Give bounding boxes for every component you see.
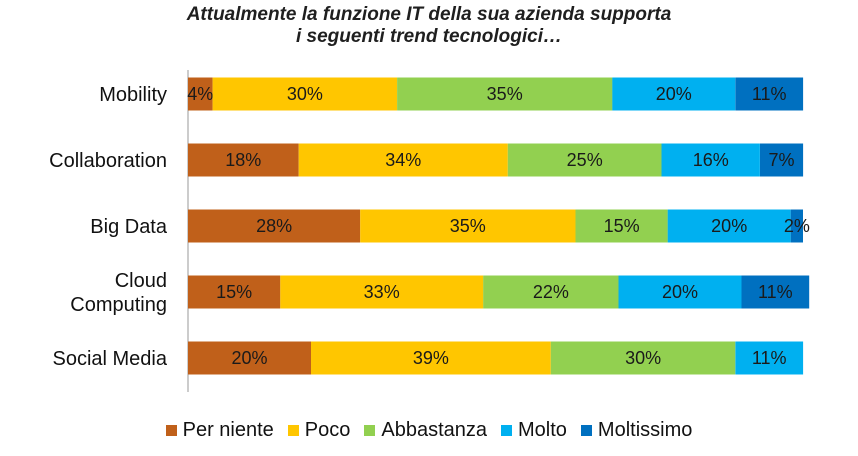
bar-segment [735, 77, 804, 111]
data-label: 15% [216, 282, 252, 302]
bar-segment [397, 77, 613, 111]
category-label: Collaboration [49, 150, 167, 172]
data-label: 20% [656, 84, 692, 104]
data-label: 2% [784, 216, 810, 236]
bar-segment [188, 209, 361, 243]
legend-swatch [165, 425, 177, 436]
category-label-line: Cloud [115, 270, 167, 292]
category-label-line: Big Data [90, 216, 168, 238]
data-label: 22% [533, 282, 569, 302]
chart-title-line-1: Attualmente la funzione IT della sua azi… [186, 4, 672, 25]
data-label: 35% [487, 84, 523, 104]
data-label: 28% [256, 216, 292, 236]
data-label: 35% [450, 216, 486, 236]
bar-segment [667, 209, 791, 243]
legend-label: Abbastanza [381, 419, 488, 441]
bar-segment [575, 209, 668, 243]
data-label: 4% [187, 84, 213, 104]
category-labels-group: Mobility Collaboration Big Data Cloud Comput… [49, 84, 168, 370]
bar-segment [280, 275, 484, 309]
bar-segment [741, 275, 810, 309]
legend-item: Abbastanza [364, 419, 487, 442]
bar-segment [311, 341, 551, 375]
legend-item: Poco [287, 419, 351, 442]
bar-segment [507, 143, 662, 177]
category-label-line: Mobility [99, 84, 167, 106]
bar-segment [188, 341, 311, 375]
category-label: Big Data [90, 216, 168, 238]
category-label-line: Computing [70, 294, 167, 316]
category-label: Cloud Computing [70, 270, 167, 316]
bar-segment [760, 143, 804, 177]
legend-label: Moltissimo [597, 419, 693, 441]
legend-label: Molto [518, 419, 567, 441]
bars-group: 4% 30% 35% 20% 11% 18% 34% 25% 16% 7% 28% 35% 15% 20%… [187, 77, 810, 375]
data-label: 16% [693, 150, 729, 170]
bar-segment [483, 275, 619, 309]
legend: Per niente Poco Abbastanza Molto Moltissimo [0, 419, 858, 442]
category-label: Mobility [99, 84, 167, 106]
legend-swatch [580, 425, 592, 436]
legend-item: Per niente [165, 419, 274, 442]
bar-segment [360, 209, 576, 243]
bar-segment [612, 77, 736, 111]
legend-swatch [287, 425, 299, 436]
legend-swatch [501, 425, 513, 436]
data-label: 7% [768, 150, 794, 170]
data-label: 30% [287, 84, 323, 104]
data-label: 34% [385, 150, 421, 170]
bar-segment [618, 275, 742, 309]
bar-segment [212, 77, 398, 111]
legend-item: Molto [501, 419, 567, 442]
legend-swatch [364, 425, 376, 436]
bar-segment [735, 341, 804, 375]
bar-segment [298, 143, 508, 177]
category-label-line: Collaboration [49, 150, 167, 172]
data-label: 11% [752, 348, 787, 368]
bar-segment [661, 143, 760, 177]
category-label-line: Social Media [52, 348, 167, 370]
chart-title-line-2: i seguenti trend tecnologici… [295, 26, 563, 47]
data-label: 33% [364, 282, 400, 302]
data-label: 18% [225, 150, 261, 170]
data-label: 20% [711, 216, 747, 236]
data-label: 20% [231, 348, 267, 368]
legend-label: Poco [304, 419, 351, 441]
data-label: 15% [604, 216, 640, 236]
bar-segment [188, 143, 299, 177]
data-label: 39% [413, 348, 449, 368]
bar-segment [188, 77, 213, 111]
legend-label: Per niente [182, 419, 274, 441]
data-label: 20% [662, 282, 698, 302]
legend-item: Moltissimo [580, 419, 693, 442]
bar-segment [790, 209, 803, 243]
data-label: 30% [625, 348, 661, 368]
chart-title: Attualmente la funzione IT della sua azi… [0, 4, 858, 48]
data-label: 25% [567, 150, 603, 170]
bar-segment [188, 275, 281, 309]
data-label: 11% [752, 84, 787, 104]
category-label: Social Media [52, 348, 167, 370]
data-label: 11% [758, 282, 793, 302]
bar-segment [550, 341, 736, 375]
